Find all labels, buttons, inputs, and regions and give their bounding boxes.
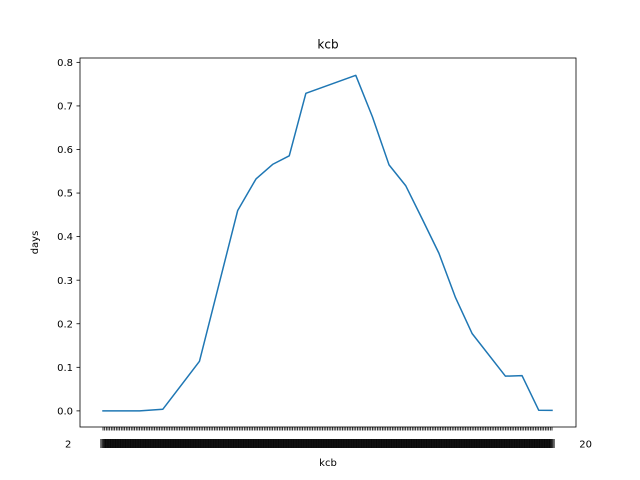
x-tick-label-last: 20: [579, 440, 592, 451]
series-line-0: [102, 74, 553, 412]
y-axis-label: days: [30, 231, 41, 255]
plot-area-frame: [79, 57, 577, 428]
x-axis-tick-labels: 2 20: [65, 439, 592, 451]
x-axis-label: kcb: [319, 458, 337, 469]
y-tick-label: 0.1: [57, 363, 73, 374]
y-tick-label: 0.4: [57, 232, 73, 243]
y-tick-label: 0.2: [57, 319, 73, 330]
x-tick-label-glyph: [549, 439, 555, 448]
y-tick-label: 0.6: [57, 145, 73, 156]
y-tick-label: 0.0: [57, 406, 73, 417]
y-tick-label: 0.3: [57, 276, 73, 287]
x-axis-ticks: [102, 427, 553, 431]
y-tick-label: 0.5: [57, 189, 73, 200]
series-lines: [102, 74, 553, 412]
y-tick-label: 0.8: [57, 58, 73, 69]
x-tick-label-first: 2: [65, 440, 71, 451]
chart-title: kcb: [317, 38, 338, 52]
y-axis-ticks: 0.0 0.1 0.2 0.3 0.4 0.5 0.6 0.7 0.8: [57, 58, 80, 417]
y-tick-label: 0.7: [57, 102, 73, 113]
